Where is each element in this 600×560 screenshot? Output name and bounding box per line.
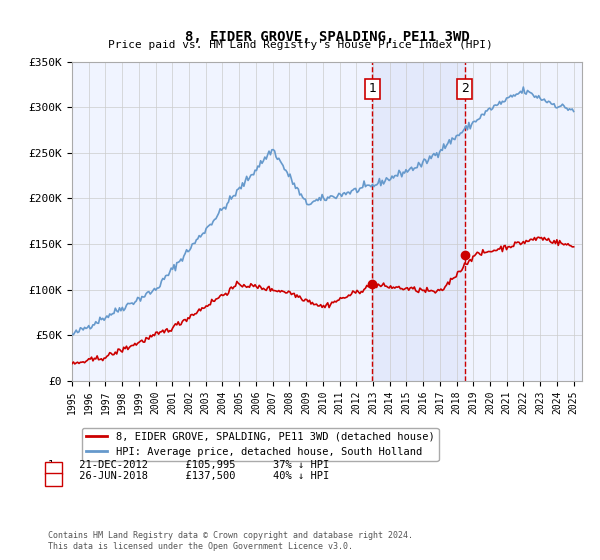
Text: 1: 1: [368, 82, 376, 95]
Legend: 8, EIDER GROVE, SPALDING, PE11 3WD (detached house), HPI: Average price, detache: 8, EIDER GROVE, SPALDING, PE11 3WD (deta…: [82, 427, 439, 461]
Text: 2: 2: [461, 82, 469, 95]
Text: Contains HM Land Registry data © Crown copyright and database right 2024.
This d: Contains HM Land Registry data © Crown c…: [48, 531, 413, 551]
Text: 2    26-JUN-2018      £137,500      40% ↓ HPI: 2 26-JUN-2018 £137,500 40% ↓ HPI: [48, 471, 329, 481]
Text: Price paid vs. HM Land Registry's House Price Index (HPI): Price paid vs. HM Land Registry's House …: [107, 40, 493, 50]
Bar: [373, 62, 465, 381]
Text: 1    21-DEC-2012      £105,995      37% ↓ HPI: 1 21-DEC-2012 £105,995 37% ↓ HPI: [48, 460, 329, 470]
Title: 8, EIDER GROVE, SPALDING, PE11 3WD: 8, EIDER GROVE, SPALDING, PE11 3WD: [185, 30, 469, 44]
